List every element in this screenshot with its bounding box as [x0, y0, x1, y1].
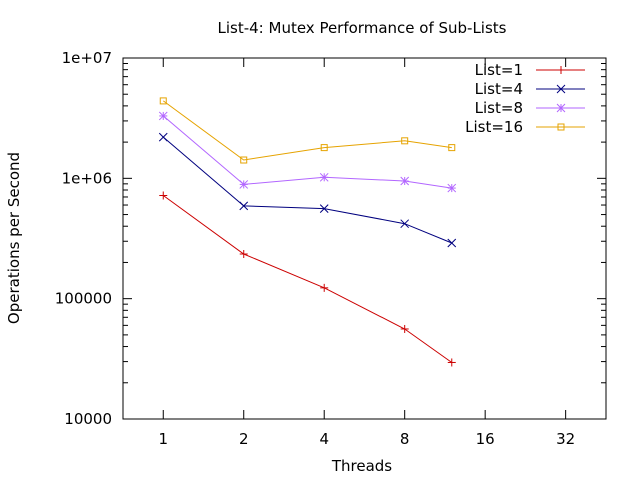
x-tick-label: 16	[476, 430, 495, 448]
y-tick-label: 1e+07	[62, 49, 112, 67]
data-point	[319, 172, 329, 182]
plot-frame	[122, 57, 607, 420]
y-tick-label: 100000	[55, 290, 112, 308]
data-point	[159, 97, 167, 105]
data-point	[239, 250, 248, 259]
data-point	[447, 183, 457, 193]
legend-marker	[556, 84, 566, 94]
y-tick-label: 10000	[64, 410, 112, 428]
legend-label: List=16	[465, 118, 523, 136]
legend-label: List=8	[475, 99, 523, 117]
legend-label: List=4	[475, 80, 523, 98]
series-layer	[158, 97, 457, 367]
axes: 10000 100000 1e+06 1e+07 1 2 4 8 16 32	[55, 49, 606, 448]
data-point	[239, 201, 249, 211]
legend-marker	[556, 103, 566, 113]
data-point	[320, 283, 329, 292]
data-point	[400, 324, 409, 333]
series-line	[163, 195, 453, 363]
x-tick-label: 1	[158, 430, 168, 448]
data-point	[400, 176, 410, 186]
data-point	[240, 156, 248, 164]
y-axis-label: Operations per Second	[5, 152, 23, 324]
x-tick-label: 2	[239, 430, 249, 448]
data-point	[400, 219, 410, 229]
x-tick-label: 4	[319, 430, 329, 448]
data-point	[239, 180, 249, 189]
data-point	[159, 191, 168, 200]
data-point	[448, 144, 456, 152]
series-line	[163, 100, 452, 161]
data-point	[320, 144, 328, 152]
data-point	[319, 204, 329, 213]
x-axis-label: Threads	[331, 457, 392, 475]
legend-marker	[557, 123, 565, 131]
data-point	[158, 132, 168, 142]
legend-marker	[557, 66, 565, 74]
data-point	[447, 358, 456, 367]
data-point	[447, 238, 457, 248]
legend-label: List=1	[475, 61, 523, 79]
x-tick-label: 32	[556, 430, 575, 448]
data-point	[158, 111, 168, 121]
chart-title: List-4: Mutex Performance of Sub-Lists	[218, 19, 507, 37]
y-tick-label: 1e+06	[62, 169, 112, 187]
data-point	[401, 137, 409, 145]
x-tick-label: 8	[400, 430, 410, 448]
